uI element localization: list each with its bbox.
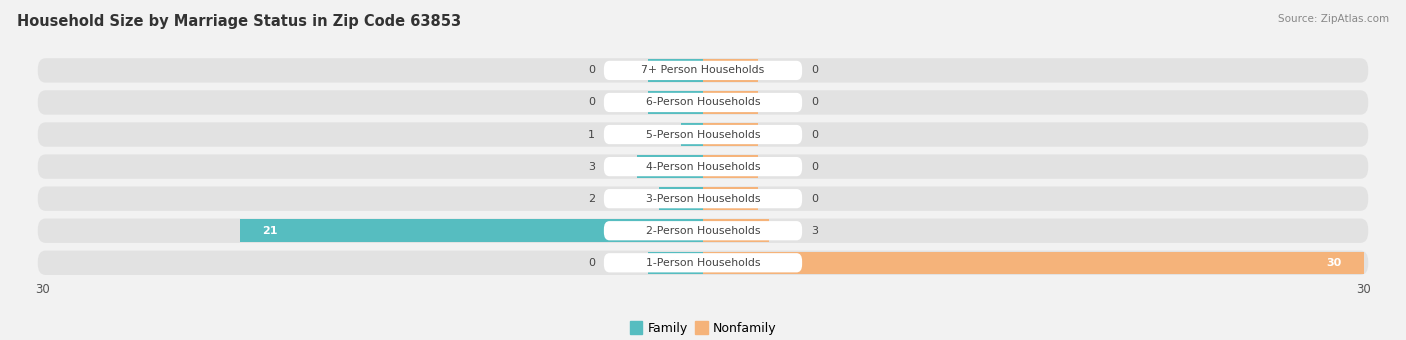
Text: 0: 0 — [811, 98, 818, 107]
Text: 0: 0 — [811, 65, 818, 75]
FancyBboxPatch shape — [605, 221, 801, 240]
Text: 2-Person Households: 2-Person Households — [645, 226, 761, 236]
FancyBboxPatch shape — [605, 253, 801, 272]
FancyBboxPatch shape — [38, 219, 1368, 243]
Text: 21: 21 — [263, 226, 278, 236]
Text: 2: 2 — [588, 194, 595, 204]
Text: 1: 1 — [588, 130, 595, 139]
Bar — [703, 91, 758, 114]
Bar — [703, 59, 758, 82]
Text: 0: 0 — [811, 130, 818, 139]
Bar — [637, 155, 703, 178]
FancyBboxPatch shape — [605, 189, 801, 208]
Text: Source: ZipAtlas.com: Source: ZipAtlas.com — [1278, 14, 1389, 23]
Bar — [659, 187, 703, 210]
Text: 3: 3 — [811, 226, 818, 236]
FancyBboxPatch shape — [38, 122, 1368, 147]
Text: 0: 0 — [811, 162, 818, 172]
Text: Household Size by Marriage Status in Zip Code 63853: Household Size by Marriage Status in Zip… — [17, 14, 461, 29]
Text: 0: 0 — [811, 194, 818, 204]
FancyBboxPatch shape — [605, 61, 801, 80]
FancyBboxPatch shape — [38, 58, 1368, 83]
Text: 0: 0 — [588, 258, 595, 268]
Text: 6-Person Households: 6-Person Households — [645, 98, 761, 107]
Text: 30: 30 — [1326, 258, 1341, 268]
Text: 1-Person Households: 1-Person Households — [645, 258, 761, 268]
Bar — [703, 187, 758, 210]
Bar — [703, 155, 758, 178]
Text: 3: 3 — [588, 162, 595, 172]
Text: 4-Person Households: 4-Person Households — [645, 162, 761, 172]
Bar — [681, 123, 703, 146]
Legend: Family, Nonfamily: Family, Nonfamily — [624, 316, 782, 340]
FancyBboxPatch shape — [605, 157, 801, 176]
FancyBboxPatch shape — [38, 154, 1368, 179]
FancyBboxPatch shape — [38, 251, 1368, 275]
Text: 5-Person Households: 5-Person Households — [645, 130, 761, 139]
Bar — [648, 252, 703, 274]
Bar — [648, 59, 703, 82]
Bar — [703, 123, 758, 146]
Text: 0: 0 — [588, 65, 595, 75]
FancyBboxPatch shape — [605, 93, 801, 112]
FancyBboxPatch shape — [38, 90, 1368, 115]
Text: 7+ Person Households: 7+ Person Households — [641, 65, 765, 75]
Bar — [648, 91, 703, 114]
FancyBboxPatch shape — [605, 125, 801, 144]
Text: 0: 0 — [588, 98, 595, 107]
FancyBboxPatch shape — [38, 186, 1368, 211]
Text: 3-Person Households: 3-Person Households — [645, 194, 761, 204]
Bar — [240, 220, 703, 242]
Bar — [703, 220, 769, 242]
Bar — [703, 252, 1364, 274]
